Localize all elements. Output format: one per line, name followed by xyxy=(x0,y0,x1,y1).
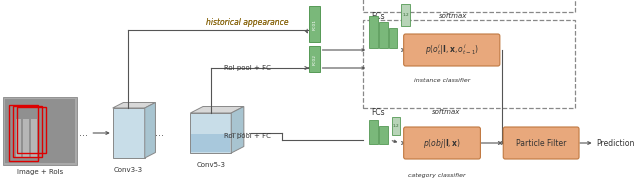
Text: RoI pool + FC: RoI pool + FC xyxy=(224,133,271,139)
Text: 1-2: 1-2 xyxy=(403,13,409,17)
Text: ...: ... xyxy=(79,128,88,138)
Text: 1-2: 1-2 xyxy=(392,124,399,128)
FancyBboxPatch shape xyxy=(404,127,481,159)
Text: FCs: FCs xyxy=(371,11,385,21)
Text: Image + RoIs: Image + RoIs xyxy=(17,169,63,175)
Text: historical appearance: historical appearance xyxy=(207,18,289,26)
Bar xyxy=(309,6,319,42)
Text: Conv3-3: Conv3-3 xyxy=(114,167,143,173)
Text: category classifier: category classifier xyxy=(408,172,466,177)
Text: FC01: FC01 xyxy=(312,18,316,29)
Text: softmax: softmax xyxy=(439,13,467,19)
Bar xyxy=(392,117,400,135)
FancyBboxPatch shape xyxy=(404,34,500,66)
Bar xyxy=(31,119,37,157)
Polygon shape xyxy=(113,102,156,108)
Polygon shape xyxy=(231,107,244,153)
Bar xyxy=(5,99,75,163)
FancyBboxPatch shape xyxy=(503,127,579,159)
Bar xyxy=(9,105,38,161)
Text: $p(obj|\mathbf{I},\mathbf{x})$: $p(obj|\mathbf{I},\mathbf{x})$ xyxy=(423,137,461,149)
Bar xyxy=(13,106,42,157)
Polygon shape xyxy=(191,107,244,113)
Bar xyxy=(364,0,575,12)
Polygon shape xyxy=(145,102,156,158)
Bar xyxy=(369,120,378,144)
Bar xyxy=(15,119,21,157)
Text: Particle Filter: Particle Filter xyxy=(516,139,566,147)
Bar xyxy=(388,28,397,48)
Bar xyxy=(309,46,319,72)
Bar xyxy=(379,126,388,144)
Text: Prediction: Prediction xyxy=(596,139,635,147)
Bar xyxy=(3,97,77,165)
Text: softmax: softmax xyxy=(433,109,461,115)
Text: instance classifier: instance classifier xyxy=(414,78,470,83)
Bar xyxy=(364,20,575,108)
Bar xyxy=(17,107,45,153)
Bar xyxy=(379,22,388,48)
Text: ...: ... xyxy=(156,128,164,138)
Text: $p(o_t^i|\mathbf{I},\mathbf{x},o_{t-1}^i)$: $p(o_t^i|\mathbf{I},\mathbf{x},o_{t-1}^i… xyxy=(424,43,479,58)
Text: FC02: FC02 xyxy=(312,53,316,65)
Polygon shape xyxy=(113,108,145,158)
Bar xyxy=(369,16,378,48)
Bar xyxy=(401,4,410,26)
Polygon shape xyxy=(191,113,231,153)
Text: FCs: FCs xyxy=(371,107,385,117)
Bar xyxy=(23,119,29,157)
Text: RoI pool + FC: RoI pool + FC xyxy=(224,65,271,71)
Text: Conv5-3: Conv5-3 xyxy=(196,162,225,168)
Bar xyxy=(191,134,230,152)
Text: historical appearance: historical appearance xyxy=(207,18,289,26)
